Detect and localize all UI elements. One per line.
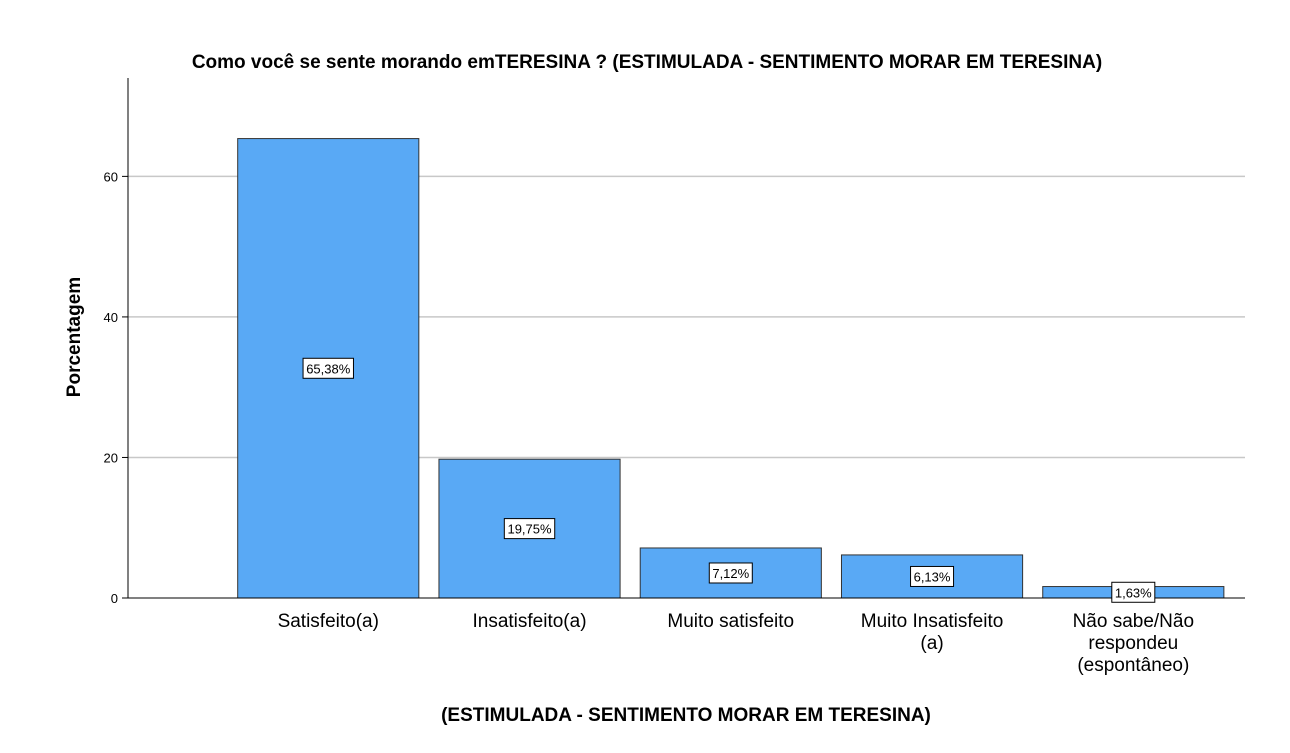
y-tick-label: 60: [104, 169, 118, 184]
category-label: Satisfeito(a): [278, 611, 379, 632]
category-label: Não sabe/Não respondeu (espontâneo): [1073, 611, 1194, 676]
data-label-box: [302, 357, 354, 379]
y-ticks: 0 20 40 60: [104, 169, 128, 606]
y-axis-label: Porcentagem: [64, 277, 85, 397]
data-label: 1,63%: [1111, 581, 1156, 603]
data-label-text: 7,12%: [712, 566, 749, 581]
data-label-box: [910, 565, 955, 587]
bars: [237, 138, 1225, 599]
data-label-text: 1,63%: [1115, 585, 1152, 600]
data-label-box: [503, 518, 556, 540]
data-labels: 65,38% 19,75% 7,12% 6,13% 1,63%: [302, 357, 1156, 603]
data-label: 65,38%: [302, 357, 354, 379]
data-label-text: 65,38%: [306, 361, 351, 376]
y-tick-label: 40: [104, 310, 118, 325]
data-label-box: [1111, 581, 1156, 603]
category-labels: Satisfeito(a) Insatisfeito(a) Muito satisf…: [278, 611, 1194, 676]
x-axis-label: (ESTIMULADA - SENTIMENTO MORAR EM TERESI…: [441, 705, 931, 726]
data-label-text: 6,13%: [914, 569, 951, 584]
data-label-text: 19,75%: [507, 522, 552, 537]
y-tick-label: 0: [111, 591, 118, 606]
y-tick-label: 20: [104, 450, 118, 465]
data-label: 19,75%: [503, 518, 556, 540]
category-label: Muito satisfeito: [667, 611, 794, 632]
category-label: Insatisfeito(a): [472, 611, 586, 632]
data-label-box: [708, 562, 753, 584]
category-label: Muito Insatisfeito (a): [861, 611, 1004, 654]
data-label: 7,12%: [708, 562, 753, 584]
data-label: 6,13%: [910, 565, 955, 587]
axes: [127, 78, 1245, 599]
chart-title: Como você se sente morando emTERESINA ? …: [192, 52, 1102, 73]
